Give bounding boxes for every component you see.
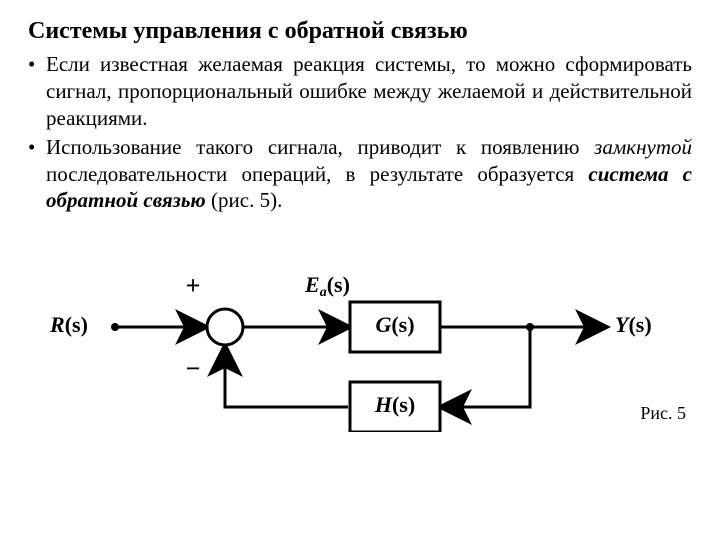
- figure-caption: Рис. 5: [640, 403, 686, 424]
- bullet-text: Если известная желаемая реакция системы,…: [46, 52, 692, 130]
- svg-text:G(s): G(s): [375, 312, 414, 337]
- bullet-item: Если известная желаемая реакция системы,…: [28, 51, 692, 132]
- svg-text:H(s): H(s): [374, 392, 415, 417]
- bullet-list: Если известная желаемая реакция системы,…: [28, 51, 692, 214]
- page-title: Системы управления с обратной связью: [28, 18, 692, 45]
- svg-text:Ea(s): Ea(s): [304, 272, 350, 300]
- bullet-item: Использование такого сигнала, приводит к…: [28, 134, 692, 215]
- bullet-text: (рис. 5).: [206, 188, 283, 212]
- bullet-text: последовательности операций, в результат…: [46, 162, 588, 186]
- feedback-diagram-svg: G(s) H(s) R(s) Ea(s) Y(s) + −: [30, 232, 690, 432]
- svg-text:Y(s): Y(s): [615, 312, 652, 337]
- bullet-text: Использование такого сигнала, приводит к…: [46, 135, 594, 159]
- svg-text:−: −: [186, 354, 201, 383]
- block-diagram: G(s) H(s) R(s) Ea(s) Y(s) + − Рис. 5: [30, 232, 690, 422]
- svg-text:R(s): R(s): [49, 312, 88, 337]
- bullet-text-italic: замкнутой: [594, 135, 692, 159]
- svg-text:+: +: [186, 271, 201, 300]
